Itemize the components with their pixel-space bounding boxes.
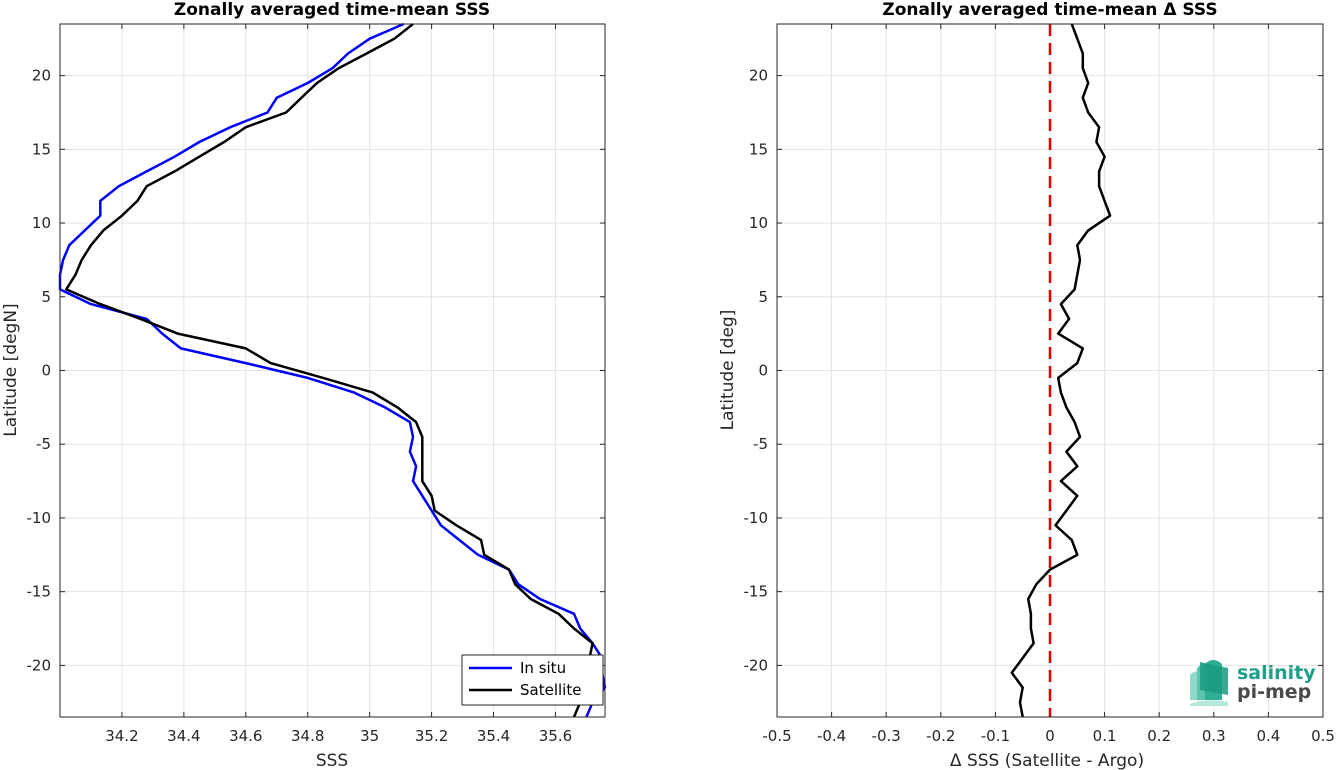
left-panel: Zonally averaged time-mean SSS 34.2 34.4 3… [1, 0, 607, 770]
left-y-tick-label: 10 [32, 214, 51, 232]
right-y-tick-label: 15 [749, 140, 768, 158]
right-y-tick-label: 20 [749, 67, 768, 85]
logo-text-pi-mep: pi-mep [1237, 681, 1311, 703]
right-y-tick-label: 0 [758, 362, 768, 380]
left-series-line-in-situ [58, 22, 607, 718]
right-chart-title: Zonally averaged time-mean Δ SSS [882, 0, 1217, 20]
left-axes-box [59, 23, 606, 718]
left-y-axis-label: Latitude [degN] [1, 303, 21, 436]
right-y-tick-label: -15 [744, 583, 769, 601]
legend-satellite-label: Satellite [520, 681, 581, 699]
left-x-tick-label: 35 [360, 727, 379, 745]
right-y-tick-label: 5 [758, 288, 768, 306]
left-x-tick-label: 35.4 [477, 727, 510, 745]
legend-in-situ-label: In situ [520, 659, 566, 677]
right-x-tick-label: 0.2 [1147, 727, 1171, 745]
left-x-tick-label: 34.8 [291, 727, 324, 745]
right-x-tick-label: -0.1 [981, 727, 1010, 745]
right-x-tick-label: -0.5 [762, 727, 791, 745]
logo-wave-icon [1190, 660, 1228, 706]
left-x-tick-label: 35.2 [415, 727, 448, 745]
left-y-tick-label: 0 [41, 362, 51, 380]
left-series [58, 22, 607, 718]
right-x-tick-label: 0.1 [1093, 727, 1117, 745]
right-x-tick-label: 0 [1045, 727, 1055, 745]
left-x-tick-label: 34.4 [167, 727, 200, 745]
left-y-tick-label: -10 [27, 509, 52, 527]
right-series-line-delta-sss [1010, 23, 1112, 718]
left-tick-labels: 34.2 34.4 34.6 34.8 35 35.2 35.4 35.6 -20 -15 -10 -… [27, 24, 605, 745]
right-y-axis-label: Latitude [deg] [718, 310, 738, 431]
left-grid [60, 24, 605, 717]
right-y-tick-label: -5 [753, 435, 768, 453]
right-x-tick-label: 0.4 [1256, 727, 1280, 745]
left-y-tick-label: 15 [32, 140, 51, 158]
right-panel: Zonally averaged time-mean Δ SSS -0.5 -0.… [718, 0, 1335, 770]
right-series [1010, 23, 1112, 718]
left-y-tick-label: -15 [27, 583, 52, 601]
right-axes-box [776, 23, 1324, 718]
left-x-tick-label: 35.6 [539, 727, 572, 745]
right-x-tick-label: 0.5 [1311, 727, 1335, 745]
left-y-tick-label: -5 [36, 435, 51, 453]
left-x-axis-label: SSS [316, 751, 348, 770]
left-x-tick-label: 34.2 [105, 727, 138, 745]
right-x-tick-label: -0.4 [817, 727, 846, 745]
right-x-axis-label: Δ SSS (Satellite - Argo) [950, 751, 1144, 770]
right-x-tick-label: -0.2 [926, 727, 955, 745]
salinity-pi-mep-logo: salinity pi-mep [1190, 660, 1316, 706]
right-y-tick-label: -10 [744, 509, 769, 527]
right-y-tick-label: -20 [744, 656, 769, 674]
left-y-tick-label: 5 [41, 288, 51, 306]
right-tick-labels: -0.5 -0.4 -0.3 -0.2 -0.1 0 0.1 0.2 0.3 0.4 0.5 -20 -… [744, 24, 1335, 745]
legend-box [461, 654, 604, 706]
right-y-tick-label: 10 [749, 214, 768, 232]
legend: In situ Satellite [461, 654, 604, 706]
left-x-tick-label: 34.6 [229, 727, 262, 745]
left-y-tick-label: -20 [27, 656, 52, 674]
right-x-tick-label: -0.3 [872, 727, 901, 745]
logo-text-salinity: salinity [1237, 662, 1316, 684]
right-x-tick-label: 0.3 [1202, 727, 1226, 745]
left-chart-title: Zonally averaged time-mean SSS [174, 0, 490, 20]
left-series-line-satellite [64, 23, 594, 718]
left-y-tick-label: 20 [32, 67, 51, 85]
